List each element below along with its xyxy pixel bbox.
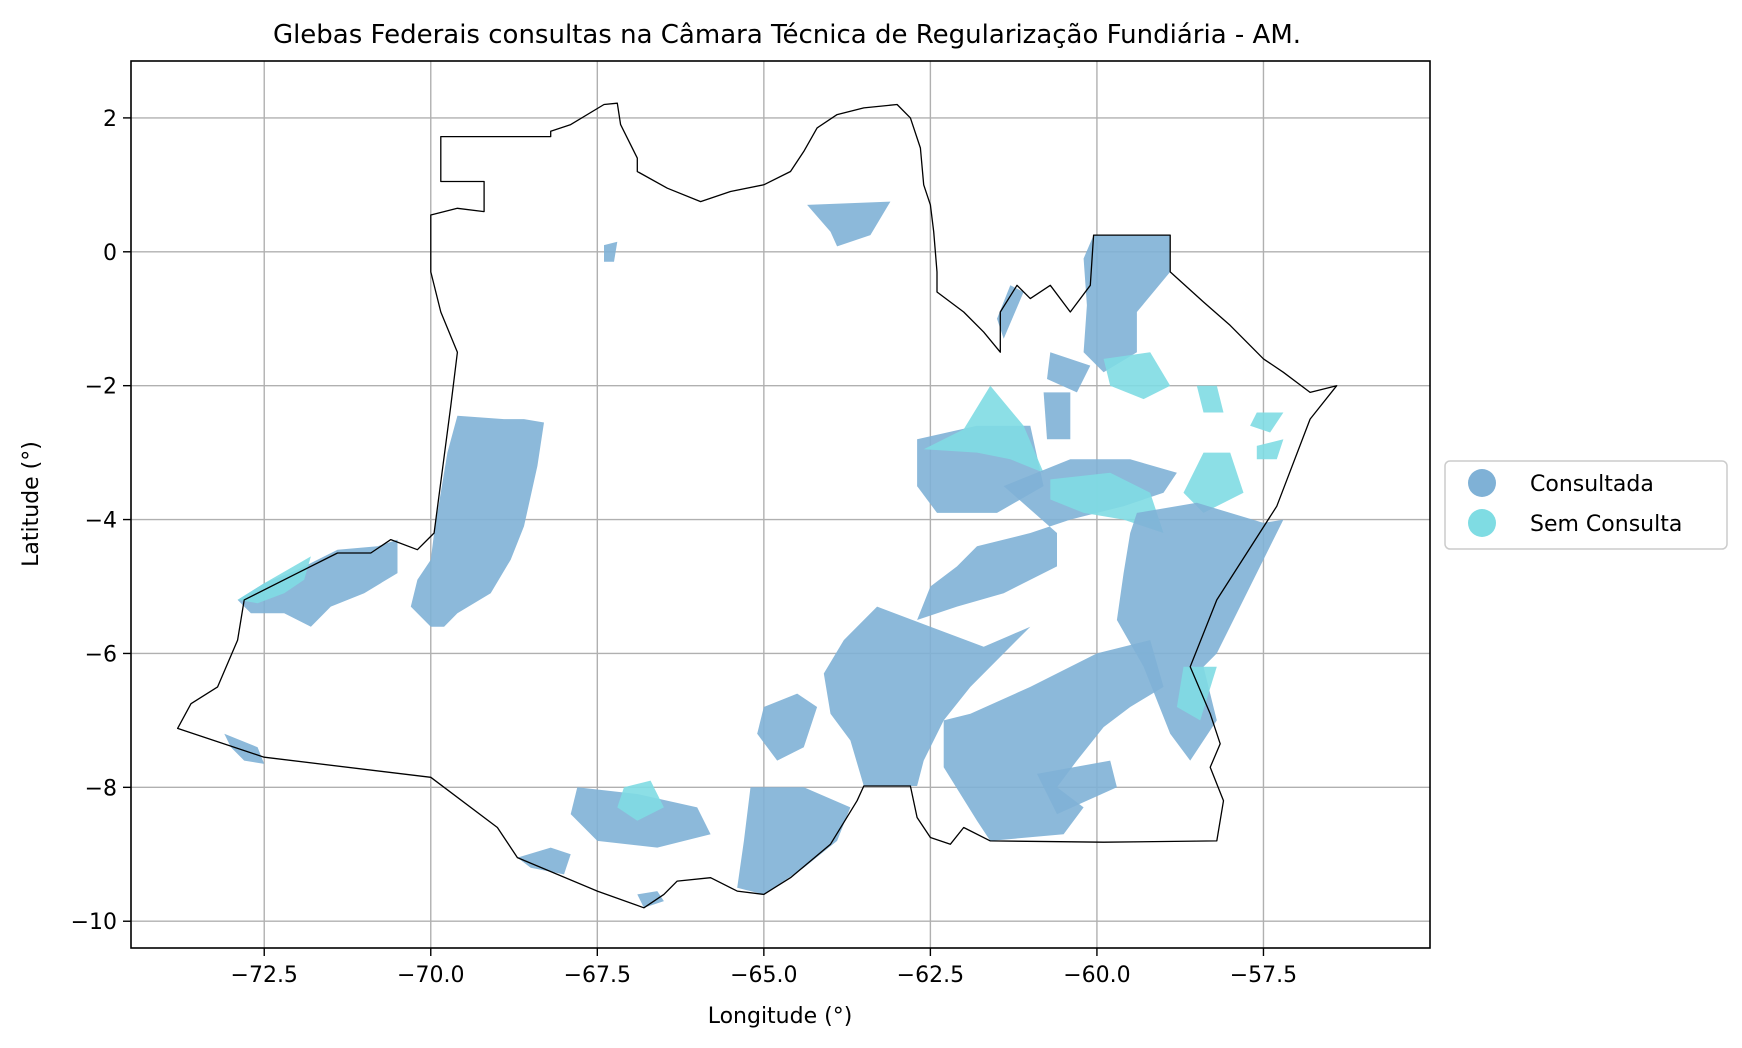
y-tick-label: −4 <box>85 509 117 534</box>
gleba-sem-consulta <box>1176 666 1217 721</box>
gleba-consultada <box>1047 352 1091 393</box>
y-tick-label: −10 <box>71 910 117 935</box>
x-tick-label: −65.0 <box>730 963 797 988</box>
x-tick-label: −67.5 <box>564 963 631 988</box>
gleba-sem-consulta <box>1050 472 1164 533</box>
gleba-sem-consulta <box>1196 385 1224 413</box>
gleba-consultada <box>224 733 265 764</box>
gleba-consultada <box>1043 392 1071 440</box>
legend-label-sem-consulta: Sem Consulta <box>1530 512 1682 537</box>
legend-frame <box>1444 460 1728 550</box>
x-axis-label: Longitude (°) <box>708 1004 853 1029</box>
gleba-consultada <box>997 285 1024 339</box>
legend: Consultada Sem Consulta <box>1444 460 1728 550</box>
x-axis-ticks: −72.5 −70.0 −67.5 −65.0 −62.5 −60.0 −57.5 <box>231 948 1297 988</box>
gleba-consultada <box>737 787 851 895</box>
legend-swatch-consultada <box>1468 469 1496 497</box>
y-tick-label: −6 <box>85 642 117 667</box>
gleba-consultada <box>637 891 664 908</box>
y-axis-label: Latitude (°) <box>19 441 44 567</box>
gleba-sem-consulta <box>1256 439 1284 460</box>
plot-frame <box>130 60 1431 949</box>
glebas-regions <box>224 201 1284 908</box>
gleba-consultada <box>823 606 1031 786</box>
state-boundary-line <box>176 102 1338 909</box>
gleba-consultada <box>604 241 618 262</box>
x-tick-label: −70.0 <box>397 963 464 988</box>
gleba-consultada <box>517 847 571 875</box>
amazonas-boundary <box>176 102 1338 909</box>
x-tick-label: −57.5 <box>1230 963 1297 988</box>
gleba-sem-consulta <box>1103 352 1171 400</box>
gleba-sem-consulta <box>1183 452 1244 513</box>
gleba-sem-consulta <box>923 385 1044 473</box>
legend-label-consultada: Consultada <box>1530 472 1654 497</box>
x-tick-label: −62.5 <box>897 963 964 988</box>
y-tick-label: 2 <box>103 107 117 132</box>
chart-title: Glebas Federais consultas na Câmara Técn… <box>273 20 1301 50</box>
gleba-consultada <box>1037 760 1117 815</box>
y-axis-ticks: 2 0 −2 −4 −6 −8 −10 <box>71 107 131 935</box>
gleba-sem-consulta <box>1250 412 1284 433</box>
x-tick-label: −72.5 <box>231 963 298 988</box>
gleba-consultada <box>943 640 1164 841</box>
gleba-consultada <box>1116 502 1284 761</box>
gleba-consultada <box>410 415 544 627</box>
gleba-sem-consulta <box>237 556 311 604</box>
y-tick-label: −2 <box>85 375 117 400</box>
gleba-consultada <box>807 201 891 247</box>
y-tick-label: 0 <box>103 241 117 266</box>
gleba-consultada <box>757 693 818 761</box>
y-tick-label: −8 <box>85 776 117 801</box>
gleba-consultada <box>237 539 398 627</box>
legend-swatch-sem-consulta <box>1468 509 1496 537</box>
gleba-consultada <box>1083 235 1171 373</box>
gleba-sem-consulta <box>617 780 664 821</box>
x-tick-label: −60.0 <box>1063 963 1130 988</box>
